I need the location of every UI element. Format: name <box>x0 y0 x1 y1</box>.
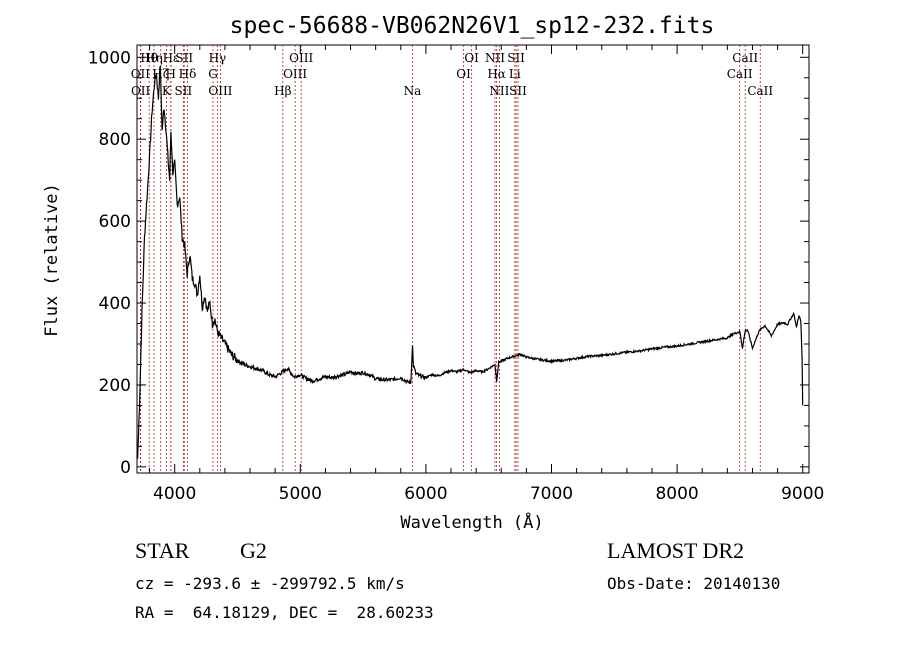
line-marker-label: H <box>166 67 176 81</box>
line-markers <box>139 45 761 473</box>
x-axis-label: Wavelength (Å) <box>400 511 543 533</box>
line-marker-label: OII <box>131 67 151 81</box>
y-tick-label: 0 <box>120 458 131 478</box>
line-marker-label: Hβ <box>274 84 291 98</box>
y-tick-label: 600 <box>99 212 131 232</box>
line-marker-label: CaII <box>747 84 773 98</box>
line-marker-label: NII <box>485 51 505 65</box>
line-marker-label: SII <box>509 84 527 98</box>
line-marker-label: Hθ <box>140 51 158 65</box>
y-tick-label: 400 <box>99 294 131 314</box>
line-marker-label: Li <box>509 67 521 81</box>
line-marker-label: OIII <box>283 67 307 81</box>
obs-date: Obs-Date: 20140130 <box>607 574 781 593</box>
x-tick-label: 5000 <box>279 484 322 504</box>
line-marker-label: Hδ <box>179 67 197 81</box>
line-marker-labels: HθOIIOIIHηHζKHεHSIISIIHδOIIIHγGHβOIIIOII… <box>131 51 774 98</box>
line-marker-label: K <box>162 84 172 98</box>
line-marker-label: OII <box>131 84 151 98</box>
velocity-readout: cz = -293.6 ± -299792.5 km/s <box>135 574 405 593</box>
y-tick-label: 800 <box>99 130 131 150</box>
y-tick-label: 1000 <box>88 48 131 68</box>
line-marker-label: Na <box>404 84 422 98</box>
x-tick-label: 8000 <box>655 484 698 504</box>
plot-frame <box>136 44 810 474</box>
line-marker-label: NII <box>489 84 509 98</box>
y-axis-ticks: 0 200 400 600 800 1000 <box>88 48 809 478</box>
object-class: STAR <box>135 538 190 563</box>
line-marker-label: CaII <box>727 67 753 81</box>
x-tick-label: 6000 <box>404 484 447 504</box>
line-marker-label: Hα <box>487 67 506 81</box>
coordinates: RA = 64.18129, DEC = 28.60233 <box>135 603 434 622</box>
x-tick-label: 4000 <box>153 484 196 504</box>
line-marker-label: Hε <box>163 51 180 65</box>
line-marker-label: OIII <box>289 51 313 65</box>
spectrum-line <box>137 65 804 459</box>
line-marker-label: OIII <box>208 84 232 98</box>
x-tick-label: 7000 <box>530 484 573 504</box>
line-marker-label: Hγ <box>209 51 227 65</box>
line-marker-label: SII <box>507 51 525 65</box>
chart-title: spec-56688-VB062N26V1_sp12-232.fits <box>230 13 715 39</box>
x-axis-ticks: 4000 5000 6000 7000 8000 9000 <box>149 45 824 504</box>
line-marker-label: OI <box>464 51 479 65</box>
y-axis-label: Flux (relative) <box>42 183 62 337</box>
object-subclass: G2 <box>240 538 267 563</box>
line-marker-label: G <box>208 67 218 81</box>
survey-name: LAMOST DR2 <box>607 538 745 563</box>
line-marker-label: CaII <box>732 51 758 65</box>
line-marker-label: Hη <box>145 51 163 65</box>
y-tick-label: 200 <box>99 376 131 396</box>
x-tick-label: 9000 <box>781 484 824 504</box>
line-marker-label: SII <box>174 84 192 98</box>
line-marker-label: OI <box>456 67 471 81</box>
line-marker-label: SII <box>175 51 193 65</box>
